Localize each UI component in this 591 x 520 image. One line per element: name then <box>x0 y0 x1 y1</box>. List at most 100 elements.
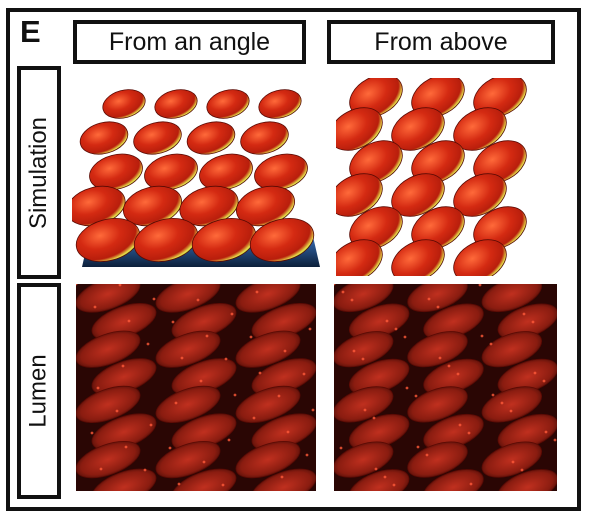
lumen-speck <box>403 335 407 339</box>
lumen-speck <box>311 408 315 412</box>
lumen-speck <box>230 312 234 316</box>
lumen-speck <box>115 409 119 413</box>
simulation-cell <box>336 107 383 151</box>
simulation-cell <box>249 218 315 262</box>
lumen-speck <box>427 297 431 301</box>
lumen-cell <box>76 441 141 479</box>
lumen-speck <box>385 319 389 323</box>
lumen-speck <box>258 371 262 375</box>
lumen-speck <box>456 372 460 376</box>
simulation-cell <box>349 206 403 250</box>
row-header-lumen: Lumen <box>17 283 61 499</box>
lumen-speck <box>553 438 557 442</box>
lumen-speck <box>509 409 513 413</box>
column-header-angle: From an angle <box>73 20 306 64</box>
lumen-cell <box>76 385 141 423</box>
lumen-speck <box>283 349 287 353</box>
lumen-cell <box>251 468 316 491</box>
lumen-speck <box>405 386 409 390</box>
lumen-cell <box>235 441 301 479</box>
lumen-speck <box>90 431 94 435</box>
lumen-speck <box>392 483 396 487</box>
lumen-speck <box>308 327 312 331</box>
lumen-cell <box>91 468 157 491</box>
lumen-speck <box>277 394 281 398</box>
simulation-cell <box>89 153 143 191</box>
lumen-cell <box>76 330 141 368</box>
lumen-speck <box>205 334 209 338</box>
simulation-cell <box>79 121 129 155</box>
simulation-cell <box>473 206 527 250</box>
simulation-angle-image <box>72 82 330 278</box>
lumen-cell <box>334 331 394 368</box>
lumen-cell <box>155 385 221 423</box>
lumen-cell <box>235 385 301 423</box>
simulation-cell <box>186 121 236 155</box>
lumen-cell <box>481 386 543 423</box>
simulation-cell <box>240 121 289 155</box>
lumen-speck <box>531 320 535 324</box>
simulation-cell <box>154 89 198 119</box>
lumen-speck <box>202 460 206 464</box>
lumen-cell <box>235 284 301 313</box>
simulation-cell <box>336 239 383 276</box>
lumen-speck <box>171 320 175 324</box>
lumen-speck <box>436 305 440 309</box>
simulation-cell <box>199 153 253 191</box>
column-header-above: From above <box>327 20 555 64</box>
panel-letter: E <box>20 14 41 49</box>
lumen-cell <box>407 331 468 368</box>
lumen-speck <box>500 401 504 405</box>
lumen-speck <box>177 482 181 486</box>
lumen-cell <box>235 330 301 368</box>
lumen-speck <box>174 401 178 405</box>
lumen-cell <box>407 441 468 478</box>
lumen-cell <box>171 468 237 491</box>
lumen-speck <box>458 423 462 427</box>
simulation-cell <box>206 89 250 119</box>
lumen-speck <box>76 284 78 286</box>
lumen-speck <box>374 467 378 471</box>
lumen-speck <box>121 364 125 368</box>
lumen-cell <box>155 441 221 479</box>
simulation-angle-cells <box>72 89 315 262</box>
lumen-speck <box>143 468 147 472</box>
row-label-lumen: Lumen <box>25 354 53 428</box>
lumen-speck <box>361 357 365 361</box>
simulation-cell <box>133 121 182 155</box>
simulation-cell <box>133 218 199 262</box>
lumen-speck <box>305 453 309 457</box>
simulation-cell <box>336 173 383 217</box>
row-label-simulation: Simulation <box>25 116 52 229</box>
lumen-speck <box>302 372 306 376</box>
lumen-speck <box>93 305 97 309</box>
lumen-speck <box>469 482 473 486</box>
lumen-cell <box>334 284 394 313</box>
lumen-cell <box>334 386 394 423</box>
simulation-cell <box>258 89 302 119</box>
lumen-speck <box>152 297 156 301</box>
lumen-cell <box>423 469 484 491</box>
lumen-speck <box>127 319 131 323</box>
lumen-speck <box>233 393 237 397</box>
simulation-cell <box>473 78 527 118</box>
lumen-cell <box>334 441 394 478</box>
simulation-cell <box>453 239 507 276</box>
lumen-cell <box>155 284 221 313</box>
lumen-speck <box>542 379 546 383</box>
lumen-speck <box>180 356 184 360</box>
lumen-speck <box>280 475 284 479</box>
simulation-cell <box>473 140 527 184</box>
lumen-speck <box>352 349 356 353</box>
lumen-speck <box>511 460 515 464</box>
lumen-speck <box>252 416 256 420</box>
lumen-speck <box>478 284 482 287</box>
simulation-cell <box>349 140 403 184</box>
lumen-cell <box>481 331 543 368</box>
lumen-cell <box>481 441 543 478</box>
lumen-cell <box>407 284 468 313</box>
lumen-speck <box>363 408 367 412</box>
lumen-angle-cells <box>76 284 316 491</box>
lumen-cell <box>348 469 410 491</box>
lumen-speck <box>533 371 537 375</box>
